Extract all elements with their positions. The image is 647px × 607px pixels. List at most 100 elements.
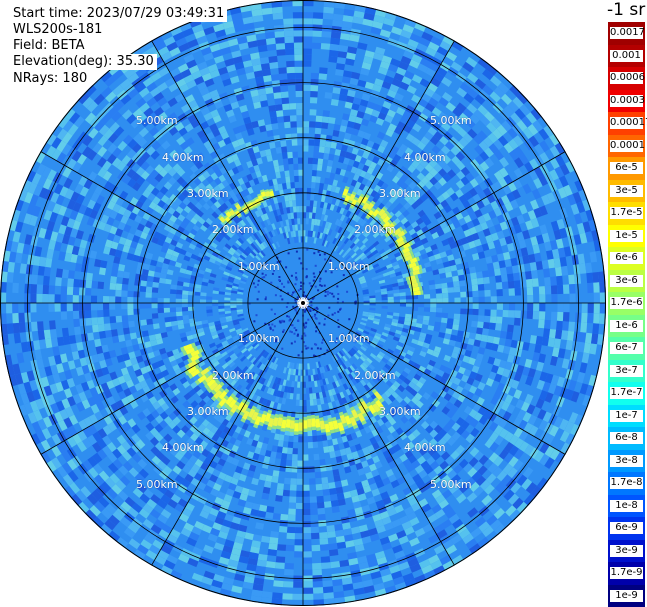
ppi-cell <box>367 316 375 321</box>
ppi-cell <box>485 377 494 387</box>
ppi-cell <box>343 361 350 369</box>
ppi-cell <box>487 241 496 250</box>
ppi-cell <box>308 139 315 146</box>
colorbar-tick-label: 1.7e-8 <box>610 477 643 489</box>
ppi-cell <box>67 470 79 483</box>
ppi-cell <box>169 149 179 159</box>
ppi-cell <box>217 190 225 198</box>
ppi-cell <box>230 307 237 311</box>
ppi-cell <box>574 179 584 192</box>
ppi-cell <box>493 239 502 248</box>
ppi-cell <box>358 252 366 259</box>
ppi-cell <box>373 184 381 193</box>
ppi-cell <box>100 382 110 392</box>
ppi-cell <box>85 287 92 296</box>
ppi-cell <box>36 430 47 443</box>
ppi-cell <box>435 258 443 265</box>
ppi-cell <box>232 490 242 499</box>
ppi-cell <box>384 373 392 380</box>
ppi-cell <box>145 422 155 432</box>
ppi-cell <box>118 465 129 476</box>
ppi-cell <box>351 378 358 386</box>
feature-cell-inner <box>185 347 195 355</box>
ppi-cell <box>289 103 297 110</box>
ppi-cell <box>184 502 195 512</box>
ppi-cell <box>252 452 260 461</box>
ppi-cell <box>128 385 138 394</box>
ppi-cell <box>250 357 257 364</box>
ppi-cell <box>128 467 139 478</box>
ppi-noise-cell <box>321 341 324 344</box>
ppi-cell <box>272 86 281 93</box>
ppi-cell <box>228 276 235 281</box>
ppi-cell <box>326 184 333 192</box>
ppi-cell <box>123 271 130 279</box>
ppi-cell <box>130 240 138 249</box>
feature-cell-inner <box>337 422 345 432</box>
ppi-cell <box>40 439 52 452</box>
grid-ring <box>137 137 469 469</box>
ppi-cell <box>351 244 358 251</box>
ppi-cell <box>296 109 303 116</box>
ppi-cell <box>241 175 249 184</box>
ppi-cell <box>482 187 492 197</box>
colorbar-tick-label: 0.00017 <box>610 117 647 129</box>
ppi-cell <box>444 116 455 127</box>
ppi-cell <box>237 137 245 146</box>
ppi-cell <box>123 327 130 335</box>
ppi-cell <box>391 26 403 36</box>
ppi-cell <box>513 146 525 158</box>
ppi-cell <box>312 587 324 594</box>
ppi-cell <box>369 219 376 227</box>
feature-cell-inner <box>357 412 366 422</box>
ppi-cell <box>232 18 244 27</box>
ppi-cell <box>349 242 356 249</box>
ppi-cell <box>154 40 167 52</box>
ppi-noise-cell <box>292 305 295 308</box>
ppi-cell <box>123 373 132 382</box>
ppi-cell <box>349 77 359 86</box>
ppi-cell <box>202 221 211 229</box>
ppi-cell <box>379 536 391 546</box>
ppi-cell <box>361 361 369 369</box>
ppi-cell <box>214 516 225 526</box>
ppi-cell <box>283 435 290 442</box>
ppi-cell <box>295 78 303 85</box>
ppi-cell <box>546 250 554 260</box>
ppi-cell <box>313 599 325 606</box>
ppi-cell <box>516 501 529 514</box>
ppi-cell <box>177 280 184 287</box>
ppi-cell <box>100 523 113 536</box>
ppi-cell <box>85 280 93 289</box>
ppi-noise-cell <box>270 281 273 284</box>
ppi-cell <box>488 421 499 432</box>
ppi-cell <box>329 395 335 402</box>
ppi-cell <box>390 384 398 392</box>
ppi-cell <box>65 244 74 254</box>
ppi-cell <box>312 164 318 171</box>
ppi-cell <box>285 459 292 467</box>
ppi-cell <box>194 29 206 39</box>
ppi-cell <box>283 232 287 239</box>
ppi-cell <box>277 440 284 447</box>
ppi-cell <box>170 289 177 295</box>
ppi-cell <box>46 133 57 146</box>
ppi-cell <box>87 171 98 182</box>
feature-cell-inner <box>393 228 402 236</box>
ppi-cell <box>284 170 290 177</box>
ppi-cell <box>305 218 309 225</box>
ppi-cell <box>295 369 299 376</box>
ppi-cell <box>289 115 297 122</box>
ppi-cell <box>383 354 391 361</box>
ppi-cell <box>174 261 182 268</box>
ppi-noise-cell <box>337 293 340 295</box>
ppi-cell <box>442 560 455 571</box>
ppi-cell <box>202 427 211 436</box>
ppi-cell <box>392 286 399 291</box>
ppi-cell <box>397 278 404 283</box>
ppi-cell <box>229 436 237 445</box>
ppi-cell <box>524 444 535 456</box>
ppi-cell <box>493 170 504 181</box>
ppi-cell <box>181 303 188 308</box>
ppi-cell <box>463 229 472 238</box>
